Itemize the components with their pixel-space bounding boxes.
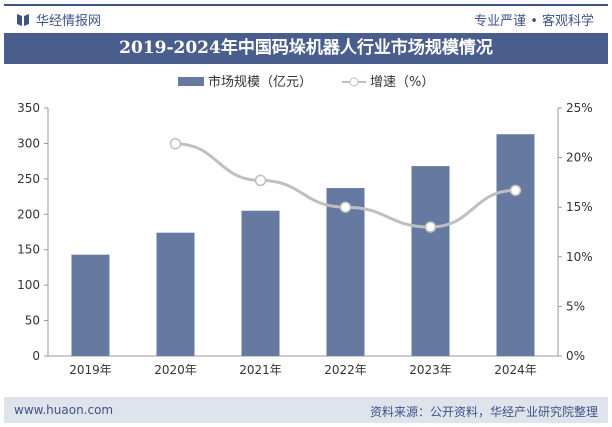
brand-logo-icon [17, 13, 29, 26]
chart-title: 2019-2024年中国码垛机器人行业市场规模情况 [4, 33, 608, 64]
y-tick-label: 200 [17, 207, 40, 221]
bar-2019年 [71, 254, 110, 356]
bar-2024年 [496, 134, 535, 356]
bar-2022年 [326, 188, 365, 356]
growth-point [509, 184, 522, 197]
legend-bar-label: 市场规模（亿元） [208, 74, 312, 90]
y2-tick-label: 15% [566, 200, 593, 214]
x-tick-label: 2024年 [494, 363, 537, 377]
bar-2021年 [241, 210, 280, 356]
footer-website: www.huaon.com [14, 403, 114, 417]
slogan: 专业严谨 • 客观科学 [474, 14, 594, 29]
x-tick-label: 2022年 [324, 363, 367, 377]
y-tick-label: 0 [32, 349, 40, 363]
y-tick-label: 350 [17, 101, 40, 115]
y2-tick-label: 10% [566, 250, 593, 264]
brand: 华经情报网 [16, 10, 101, 29]
x-tick-label: 2020年 [154, 363, 197, 377]
y2-tick-label: 0% [566, 349, 585, 363]
bar-2023年 [411, 166, 450, 356]
footer-source: 资料来源：公开资料，华经产业研究院整理 [369, 405, 598, 419]
y2-tick-label: 25% [566, 101, 593, 115]
top-rule [4, 4, 608, 6]
y-tick-label: 150 [17, 243, 40, 257]
growth-point [339, 201, 352, 213]
y-tick-label: 50 [25, 314, 40, 328]
growth-point [424, 221, 437, 233]
growth-point [254, 174, 267, 187]
x-tick-label: 2019年 [69, 363, 112, 377]
y-tick-label: 250 [17, 172, 40, 186]
y2-tick-label: 20% [566, 151, 593, 165]
legend-line-marker [349, 77, 359, 87]
x-tick-label: 2021年 [239, 363, 282, 377]
legend-line-label: 增速（%） [370, 75, 434, 90]
y-tick-label: 100 [17, 278, 40, 292]
footer: www.huaon.com 资料来源：公开资料，华经产业研究院整理 [4, 397, 608, 423]
legend-bar-swatch [178, 77, 204, 86]
y2-tick-label: 5% [566, 299, 585, 313]
growth-point [169, 137, 182, 150]
x-tick-label: 2023年 [409, 363, 452, 377]
bar-2020年 [156, 232, 195, 356]
y-tick-label: 300 [17, 136, 40, 150]
brand-name: 华经情报网 [36, 14, 102, 29]
